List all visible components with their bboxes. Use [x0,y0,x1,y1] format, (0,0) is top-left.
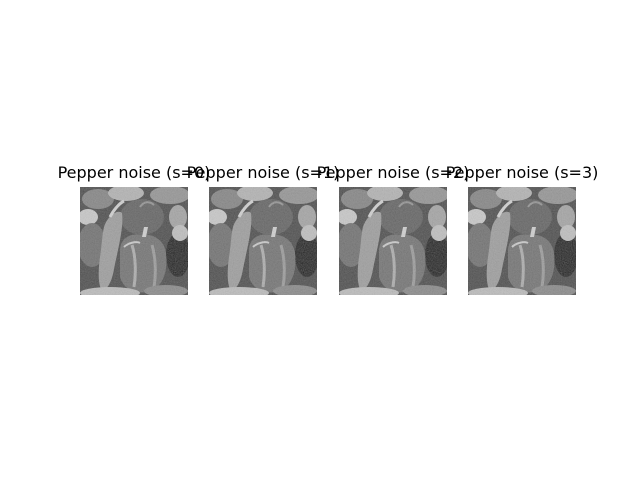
pepper-image-panel [339,187,447,295]
pepper-image-panel [80,187,188,295]
panel-title: Pepper noise (s=3) [445,163,599,182]
panel-title: Pepper noise (s=0) [57,163,211,182]
pepper-image-panel [468,187,576,295]
panel-title: Pepper noise (s=1) [186,163,340,182]
panel-title: Pepper noise (s=2) [316,163,470,182]
pepper-image-panel [209,187,317,295]
